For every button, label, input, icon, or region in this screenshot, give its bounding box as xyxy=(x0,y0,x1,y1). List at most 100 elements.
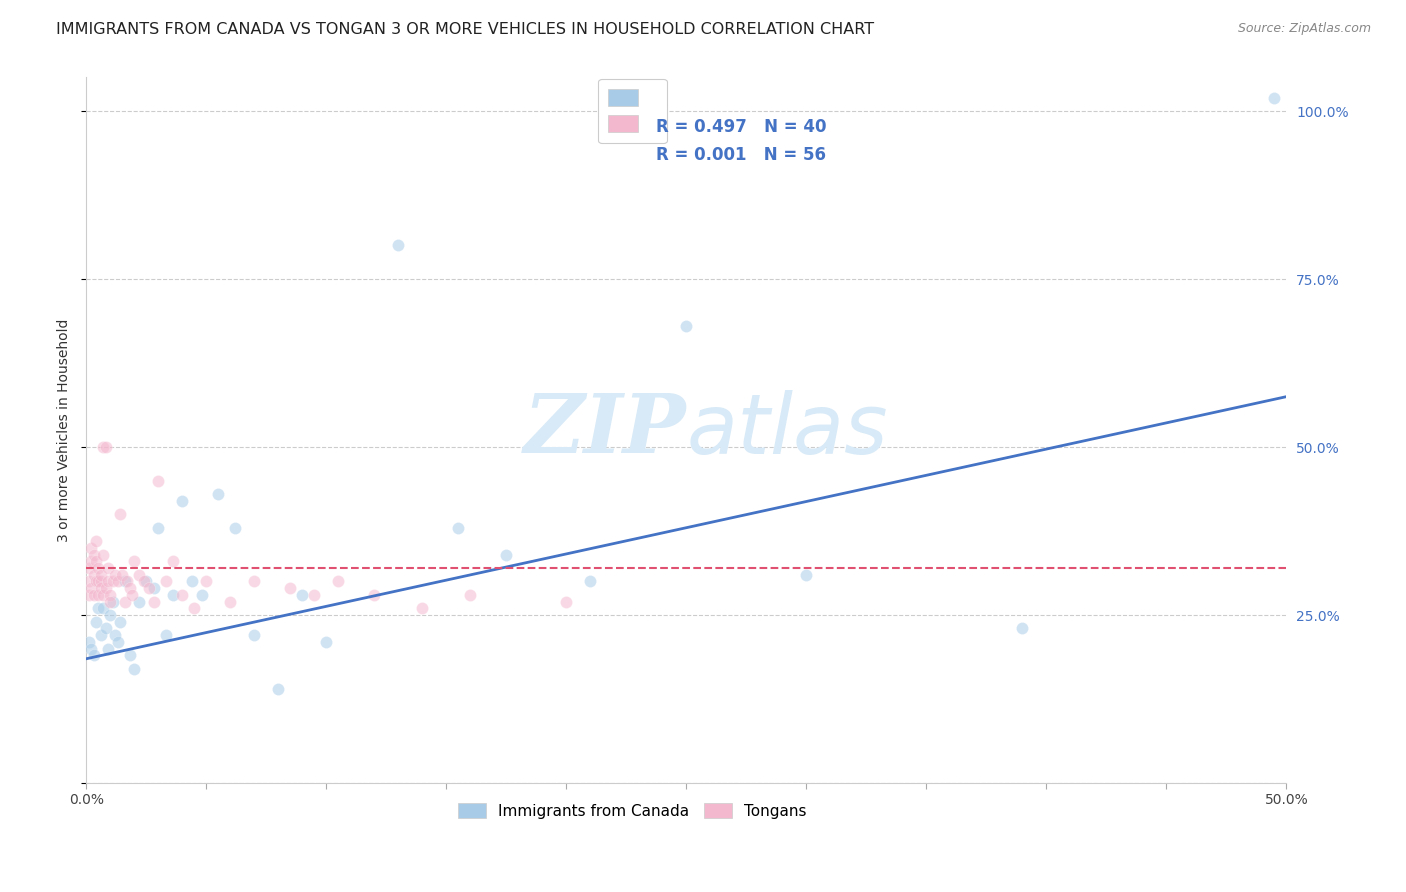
Point xyxy=(243,574,266,589)
Point xyxy=(80,541,103,555)
Point xyxy=(84,574,107,589)
Point xyxy=(100,594,122,608)
Point xyxy=(91,440,114,454)
Point xyxy=(118,648,141,663)
Point xyxy=(304,588,326,602)
Point xyxy=(243,628,266,642)
Point xyxy=(107,635,129,649)
Point xyxy=(121,588,143,602)
Point xyxy=(94,581,117,595)
Point xyxy=(83,567,105,582)
Point xyxy=(460,588,482,602)
Point xyxy=(108,508,131,522)
Point xyxy=(495,548,517,562)
Point xyxy=(1011,622,1033,636)
Point xyxy=(94,622,117,636)
Point xyxy=(100,588,122,602)
Point xyxy=(77,561,100,575)
Point xyxy=(77,635,100,649)
Point xyxy=(447,521,470,535)
Point xyxy=(162,588,184,602)
Point xyxy=(142,594,165,608)
Point xyxy=(207,487,229,501)
Point xyxy=(94,440,117,454)
Point xyxy=(579,574,602,589)
Point xyxy=(162,554,184,568)
Text: atlas: atlas xyxy=(686,390,889,471)
Text: IMMIGRANTS FROM CANADA VS TONGAN 3 OR MORE VEHICLES IN HOUSEHOLD CORRELATION CHA: IMMIGRANTS FROM CANADA VS TONGAN 3 OR MO… xyxy=(56,22,875,37)
Point xyxy=(91,588,114,602)
Point xyxy=(111,567,134,582)
Point xyxy=(135,574,157,589)
Point xyxy=(219,594,242,608)
Point xyxy=(101,594,124,608)
Point xyxy=(101,574,124,589)
Point xyxy=(117,574,139,589)
Point xyxy=(796,567,818,582)
Point xyxy=(83,588,105,602)
Point xyxy=(97,574,120,589)
Point xyxy=(172,493,194,508)
Point xyxy=(387,238,409,252)
Point xyxy=(142,581,165,595)
Point xyxy=(90,574,112,589)
Point xyxy=(104,567,127,582)
Point xyxy=(107,574,129,589)
Point xyxy=(675,319,697,334)
Point xyxy=(90,581,112,595)
Point xyxy=(1263,90,1285,104)
Point xyxy=(90,628,112,642)
Point xyxy=(132,574,155,589)
Point xyxy=(124,662,146,676)
Text: Source: ZipAtlas.com: Source: ZipAtlas.com xyxy=(1237,22,1371,36)
Point xyxy=(97,561,120,575)
Point xyxy=(114,594,136,608)
Text: R = 0.497   N = 40: R = 0.497 N = 40 xyxy=(657,118,827,136)
Legend: Immigrants from Canada, Tongans: Immigrants from Canada, Tongans xyxy=(453,797,813,825)
Point xyxy=(267,681,290,696)
Point xyxy=(104,628,127,642)
Y-axis label: 3 or more Vehicles in Household: 3 or more Vehicles in Household xyxy=(58,318,72,542)
Point xyxy=(84,534,107,549)
Point xyxy=(411,601,433,615)
Point xyxy=(83,648,105,663)
Point xyxy=(97,641,120,656)
Point xyxy=(87,574,110,589)
Point xyxy=(181,574,204,589)
Point xyxy=(224,521,246,535)
Point xyxy=(128,567,150,582)
Point xyxy=(87,601,110,615)
Point xyxy=(87,588,110,602)
Point xyxy=(363,588,385,602)
Point xyxy=(100,608,122,623)
Point xyxy=(124,554,146,568)
Point xyxy=(195,574,218,589)
Point xyxy=(148,474,170,488)
Point xyxy=(83,548,105,562)
Point xyxy=(190,588,212,602)
Point xyxy=(77,588,100,602)
Point xyxy=(77,574,100,589)
Point xyxy=(118,581,141,595)
Point xyxy=(155,628,177,642)
Text: ZIP: ZIP xyxy=(524,390,686,470)
Point xyxy=(555,594,578,608)
Point xyxy=(138,581,160,595)
Point xyxy=(87,561,110,575)
Point xyxy=(155,574,177,589)
Point xyxy=(80,554,103,568)
Point xyxy=(291,588,314,602)
Point xyxy=(80,581,103,595)
Point xyxy=(280,581,302,595)
Point xyxy=(148,521,170,535)
Point xyxy=(128,594,150,608)
Point xyxy=(90,567,112,582)
Point xyxy=(172,588,194,602)
Point xyxy=(84,615,107,629)
Point xyxy=(91,601,114,615)
Point xyxy=(183,601,205,615)
Point xyxy=(84,554,107,568)
Point xyxy=(108,615,131,629)
Point xyxy=(80,641,103,656)
Point xyxy=(91,548,114,562)
